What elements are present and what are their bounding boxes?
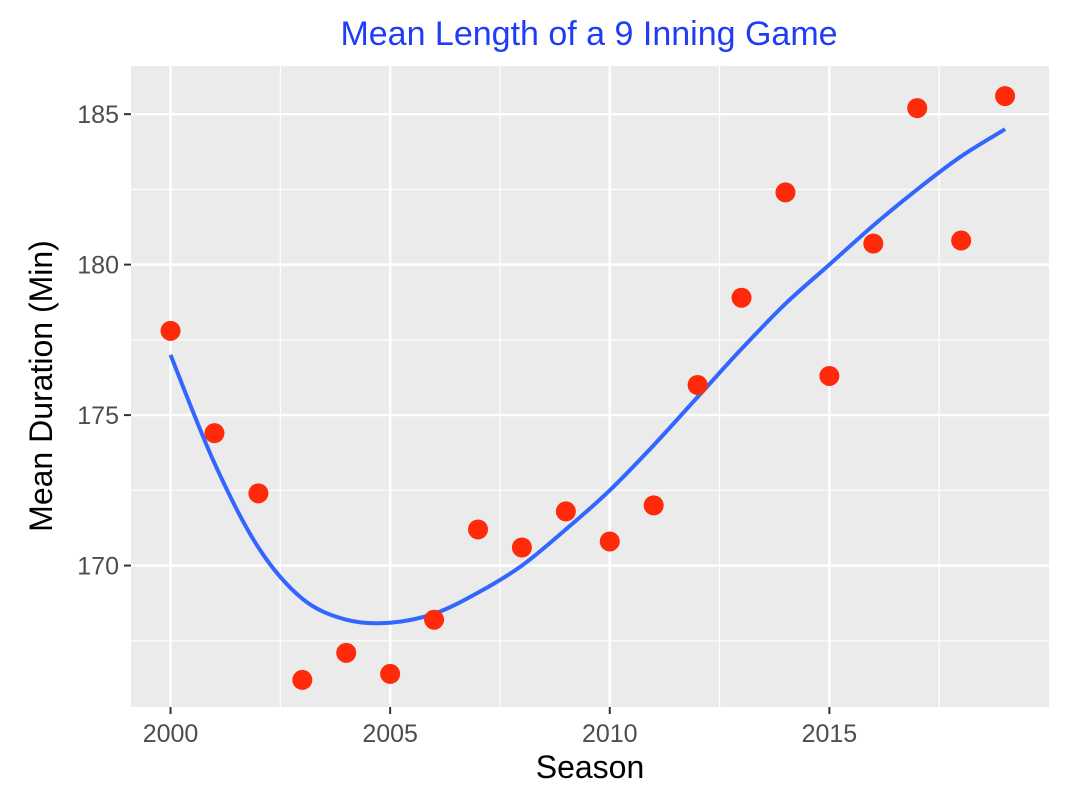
x-axis-ticks: 2000 2005 2010 2015 [143, 707, 857, 748]
x-tick-label: 2000 [143, 720, 199, 748]
data-point [204, 423, 225, 444]
data-point [731, 287, 752, 308]
y-tick-label: 185 [77, 101, 119, 129]
minor-gridlines [131, 66, 1049, 707]
data-point [555, 501, 576, 522]
data-point [687, 374, 708, 395]
major-gridlines [131, 66, 1049, 707]
data-point [643, 495, 664, 516]
data-point [995, 86, 1016, 107]
data-point [248, 483, 269, 504]
data-point [160, 320, 181, 341]
y-tick-label: 170 [77, 553, 119, 581]
x-tick-label: 2010 [582, 720, 638, 748]
x-tick-label: 2015 [802, 720, 858, 748]
x-axis-title: Season [536, 749, 645, 785]
y-axis-title: Mean Duration (Min) [23, 240, 59, 532]
data-point [819, 365, 840, 386]
data-point [951, 230, 972, 251]
data-point [511, 537, 532, 558]
y-tick-label: 180 [77, 252, 119, 280]
y-tick-label: 175 [77, 402, 119, 430]
data-point [467, 519, 488, 540]
data-point [292, 669, 313, 690]
data-point [336, 642, 357, 663]
x-tick-label: 2005 [362, 720, 418, 748]
chart-title: Mean Length of a 9 Inning Game [340, 15, 837, 53]
data-point [424, 609, 445, 630]
plot-panel [131, 66, 1049, 707]
data-point [775, 182, 796, 203]
data-points [160, 86, 1016, 690]
data-point [863, 233, 884, 254]
data-point [907, 98, 928, 119]
smooth-trend-line [168, 127, 1007, 626]
data-point [599, 531, 620, 552]
data-point [380, 663, 401, 684]
y-axis-ticks: 170 175 180 185 [77, 101, 131, 581]
